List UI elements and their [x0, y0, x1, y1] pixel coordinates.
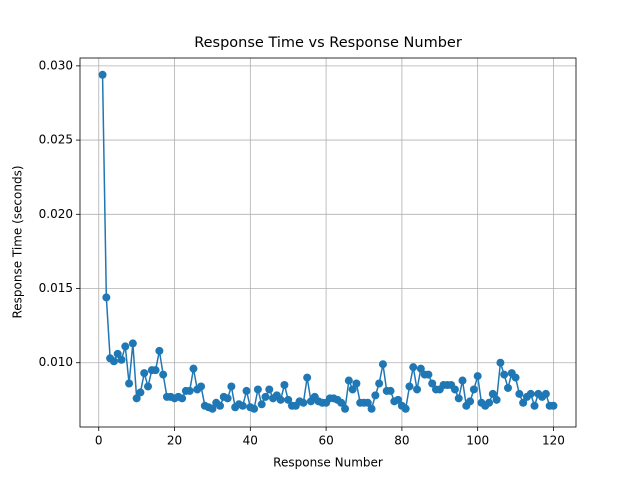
data-point	[367, 404, 376, 413]
data-point	[238, 401, 247, 410]
data-point	[413, 385, 422, 394]
data-point	[530, 401, 539, 410]
data-point	[151, 366, 160, 375]
data-point	[303, 373, 312, 382]
data-point	[378, 360, 387, 369]
data-point	[140, 369, 149, 378]
data-point	[450, 385, 459, 394]
data-point	[424, 370, 433, 379]
data-point	[519, 398, 528, 407]
data-point	[136, 388, 145, 397]
x-tick-label: 40	[243, 434, 258, 448]
data-point	[144, 382, 153, 391]
data-point	[227, 382, 236, 391]
data-point	[454, 394, 463, 403]
data-point	[265, 385, 274, 394]
data-point	[466, 397, 475, 406]
data-point	[500, 370, 509, 379]
y-tick-label: 0.025	[39, 133, 73, 147]
x-tick-label: 20	[167, 434, 182, 448]
data-point	[189, 364, 198, 373]
data-point	[515, 389, 524, 398]
chart-title: Response Time vs Response Number	[194, 35, 462, 51]
data-point	[352, 379, 361, 388]
data-point	[344, 376, 353, 385]
data-point	[371, 391, 380, 400]
data-point	[394, 395, 403, 404]
data-point	[257, 400, 266, 409]
grid	[80, 58, 576, 427]
x-tick-label: 80	[394, 434, 409, 448]
data-point	[409, 363, 418, 372]
data-point	[132, 394, 141, 403]
data-point	[549, 401, 558, 410]
data-point	[185, 386, 194, 395]
data-point	[155, 346, 164, 355]
y-tick-label: 0.020	[39, 207, 73, 221]
data-point	[284, 395, 293, 404]
data-point	[178, 394, 187, 403]
plot	[98, 70, 558, 413]
data-point	[503, 383, 512, 392]
y-tick-label: 0.015	[39, 281, 73, 295]
data-point	[469, 385, 478, 394]
data-point	[208, 404, 217, 413]
data-point	[458, 376, 467, 385]
data-point	[496, 358, 505, 367]
data-point	[159, 370, 168, 379]
y-tick-label: 0.010	[39, 355, 73, 369]
data-point	[125, 379, 134, 388]
data-point	[485, 398, 494, 407]
data-point	[242, 386, 251, 395]
data-point	[363, 398, 372, 407]
data-point	[541, 389, 550, 398]
data-point	[341, 404, 350, 413]
y-tick-label: 0.030	[39, 58, 73, 72]
data-point	[216, 401, 225, 410]
data-point	[428, 379, 437, 388]
axes-frame	[79, 57, 577, 428]
data-point	[113, 349, 122, 358]
data-point	[526, 389, 535, 398]
data-point	[375, 379, 384, 388]
data-point	[337, 398, 346, 407]
data-point	[401, 404, 410, 413]
data-point	[121, 342, 130, 351]
data-point	[276, 395, 285, 404]
data-point	[197, 382, 206, 391]
x-tick-label: 0	[95, 434, 103, 448]
data-point	[98, 70, 107, 79]
data-point	[473, 372, 482, 381]
data-point	[250, 404, 259, 413]
x-tick-label: 120	[542, 434, 565, 448]
data-point	[416, 364, 425, 373]
x-axis-label: Response Number	[273, 456, 383, 470]
data-point	[117, 355, 126, 364]
data-point	[223, 394, 232, 403]
data-point	[109, 357, 118, 366]
data-point	[128, 339, 137, 348]
data-point	[511, 373, 520, 382]
data-point	[348, 385, 357, 394]
data-point	[261, 392, 270, 401]
data-point	[299, 398, 308, 407]
data-point	[386, 386, 395, 395]
x-tick-label: 100	[466, 434, 489, 448]
y-axis-label: Response Time (seconds)	[11, 165, 25, 318]
data-point	[405, 382, 414, 391]
x-tick-label: 60	[318, 434, 333, 448]
data-point	[488, 389, 497, 398]
data-point	[253, 385, 262, 394]
data-point	[102, 293, 111, 302]
data-point	[492, 395, 501, 404]
data-point	[280, 380, 289, 389]
